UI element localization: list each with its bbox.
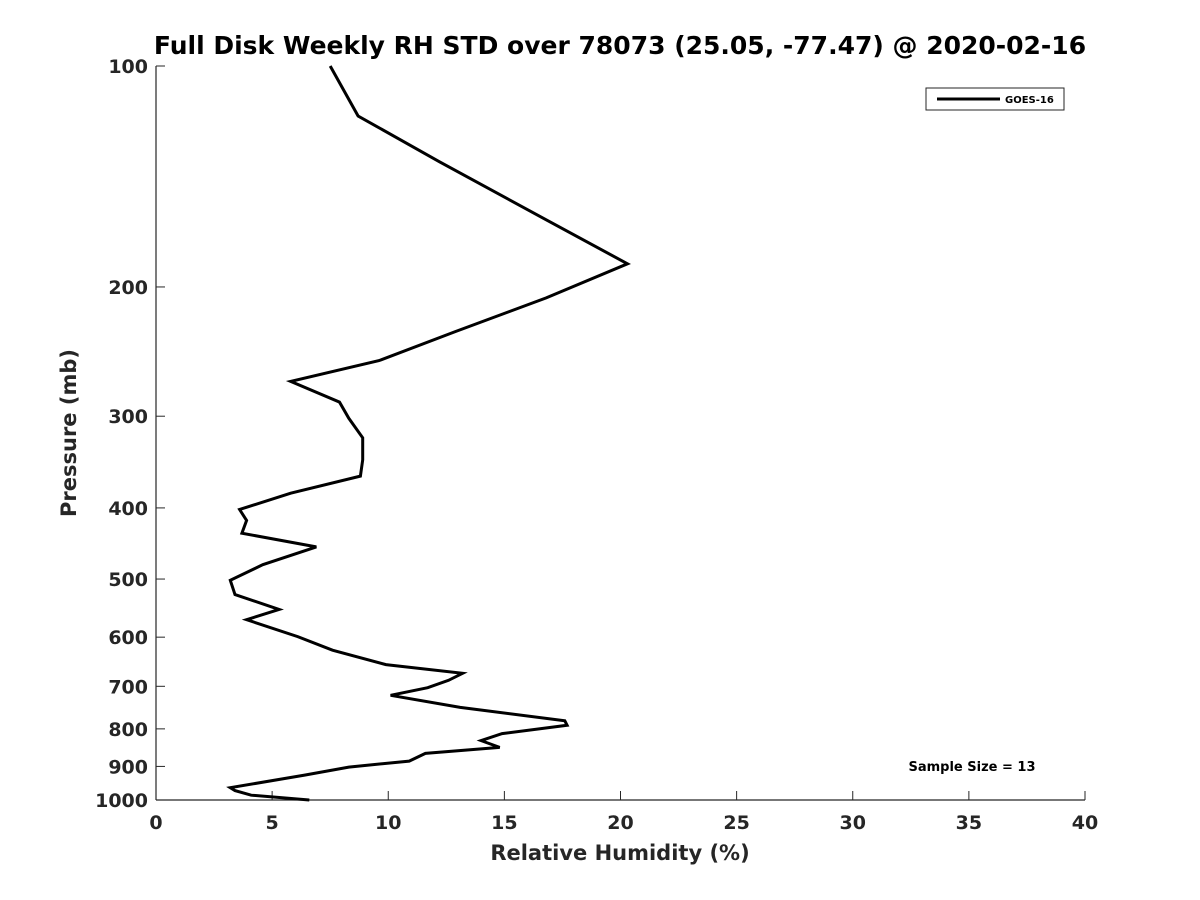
x-tick-label: 10 xyxy=(375,812,401,834)
y-tick-label: 600 xyxy=(108,627,148,649)
x-tick-label: 20 xyxy=(607,812,633,834)
x-axis-ticks: 0 5 10 15 20 25 30 35 40 xyxy=(149,791,1098,834)
chart-title: Full Disk Weekly RH STD over 78073 (25.0… xyxy=(154,31,1086,60)
legend: GOES-16 xyxy=(925,87,1065,111)
x-tick-label: 30 xyxy=(840,812,866,834)
y-tick-label: 300 xyxy=(108,406,148,428)
legend-label: GOES-16 xyxy=(1005,95,1054,106)
x-tick-label: 0 xyxy=(149,812,162,834)
plot-area xyxy=(155,66,1085,801)
x-tick-label: 5 xyxy=(266,812,279,834)
series-layer xyxy=(226,65,631,802)
x-tick-label: 40 xyxy=(1072,812,1098,834)
x-tick-label: 15 xyxy=(491,812,517,834)
sample-size-annotation: Sample Size = 13 xyxy=(908,760,1035,775)
y-tick-label: 900 xyxy=(108,756,148,778)
y-tick-label: 700 xyxy=(108,676,148,698)
x-axis-label: Relative Humidity (%) xyxy=(490,841,749,865)
x-tick-label: 25 xyxy=(723,812,749,834)
y-tick-label: 1000 xyxy=(95,790,148,812)
y-axis-ticks: 100 200 300 400 500 600 700 800 900 1000 xyxy=(95,56,165,812)
y-tick-label: 200 xyxy=(108,277,148,299)
y-tick-label: 800 xyxy=(108,719,148,741)
x-tick-label: 35 xyxy=(956,812,982,834)
y-tick-label: 500 xyxy=(108,569,148,591)
series-line-goes-16 xyxy=(226,65,631,802)
y-tick-label: 400 xyxy=(108,498,148,520)
y-tick-label: 100 xyxy=(108,56,148,78)
y-axis-label: Pressure (mb) xyxy=(57,349,81,517)
